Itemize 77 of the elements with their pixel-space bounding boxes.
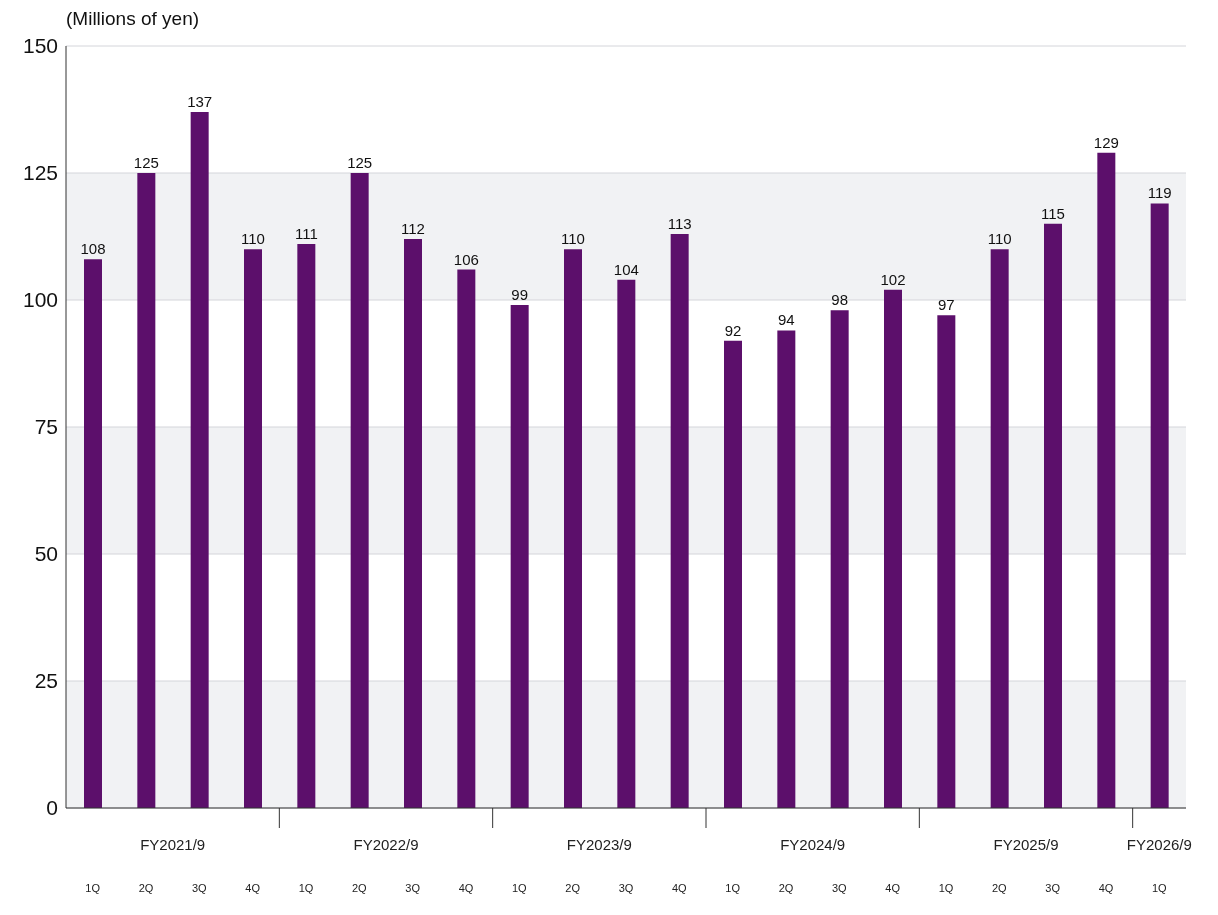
bar xyxy=(457,269,476,808)
x-tick-label: 3Q xyxy=(831,882,848,894)
y-tick-label: 150 xyxy=(22,34,58,58)
bar xyxy=(244,249,262,808)
data-label: 112 xyxy=(401,220,425,238)
x-tick-label: 4Q xyxy=(458,882,474,894)
data-label: 119 xyxy=(1147,184,1172,202)
x-tick-label: 3Q xyxy=(405,882,421,894)
data-label: 97 xyxy=(937,296,955,314)
bar xyxy=(777,330,796,808)
data-label: 106 xyxy=(453,250,479,268)
bar xyxy=(1150,203,1169,808)
y-tick-label: 50 xyxy=(34,542,58,566)
x-tick-label: 2Q xyxy=(565,882,581,894)
x-tick-label: 4Q xyxy=(245,882,261,894)
x-tick-label: 3Q xyxy=(1045,882,1061,894)
data-label: 113 xyxy=(667,214,692,232)
bar xyxy=(297,244,316,808)
x-tick-label: 2Q xyxy=(138,882,154,894)
data-label: 92 xyxy=(724,321,742,339)
x-tick-label: 3Q xyxy=(191,882,208,894)
bar xyxy=(884,289,902,808)
text: FY2025/9 xyxy=(993,836,1059,853)
bar xyxy=(830,310,849,808)
text: FY2021/9 xyxy=(140,836,206,853)
data-label: 102 xyxy=(880,270,906,288)
bar xyxy=(564,249,582,808)
bar xyxy=(190,112,209,808)
y-tick-label: 75 xyxy=(34,415,58,439)
bar xyxy=(990,249,1009,808)
data-label: 110 xyxy=(241,230,265,248)
x-tick-label: 4Q xyxy=(885,882,901,894)
bar xyxy=(84,259,102,808)
text: FY2024/9 xyxy=(780,836,846,853)
data-label: 111 xyxy=(294,225,318,243)
x-tick-label: 4Q xyxy=(1098,882,1114,894)
data-label: 108 xyxy=(80,240,106,258)
y-axis-title: (Millions of yen) xyxy=(66,8,201,31)
bar xyxy=(617,279,636,808)
y-tick-label: 25 xyxy=(34,669,58,693)
text: FY2026/9 xyxy=(1126,836,1192,853)
x-tick-label: 4Q xyxy=(671,882,688,894)
data-label: 137 xyxy=(187,93,213,111)
x-tick-label: 2Q xyxy=(778,882,794,894)
bar xyxy=(404,239,422,808)
y-tick-label: 100 xyxy=(22,288,58,312)
x-tick-label: 1Q xyxy=(1151,882,1168,894)
x-tick-label: 1Q xyxy=(938,882,954,894)
data-label: 129 xyxy=(1093,133,1119,151)
data-label: 94 xyxy=(777,311,795,329)
bar xyxy=(137,173,156,808)
y-tick-label: 125 xyxy=(22,161,58,185)
bar xyxy=(510,305,529,808)
data-label: 110 xyxy=(987,230,1012,248)
text: FY2022/9 xyxy=(353,836,419,853)
data-label: 98 xyxy=(831,291,849,309)
bar xyxy=(724,340,742,808)
data-label: 115 xyxy=(1041,204,1065,222)
x-tick-label: 1Q xyxy=(298,882,314,894)
x-tick-label: 1Q xyxy=(725,882,741,894)
x-tick-label: 3Q xyxy=(618,882,634,894)
x-tick-label: 2Q xyxy=(991,882,1008,894)
bar xyxy=(937,315,956,808)
bar xyxy=(350,173,369,808)
bar xyxy=(1044,223,1062,808)
x-tick-label: 1Q xyxy=(85,882,101,894)
x-tick-label: 1Q xyxy=(511,882,528,894)
data-label: 125 xyxy=(133,154,159,171)
bar xyxy=(670,233,689,808)
x-tick-label: 2Q xyxy=(351,882,368,894)
data-label: 99 xyxy=(511,286,529,304)
data-label: 110 xyxy=(561,230,585,248)
data-label: 104 xyxy=(613,260,639,278)
y-tick-label: 0 xyxy=(46,796,58,820)
text: FY2023/9 xyxy=(566,836,632,853)
bar xyxy=(1097,152,1116,808)
data-label: 125 xyxy=(347,154,373,171)
